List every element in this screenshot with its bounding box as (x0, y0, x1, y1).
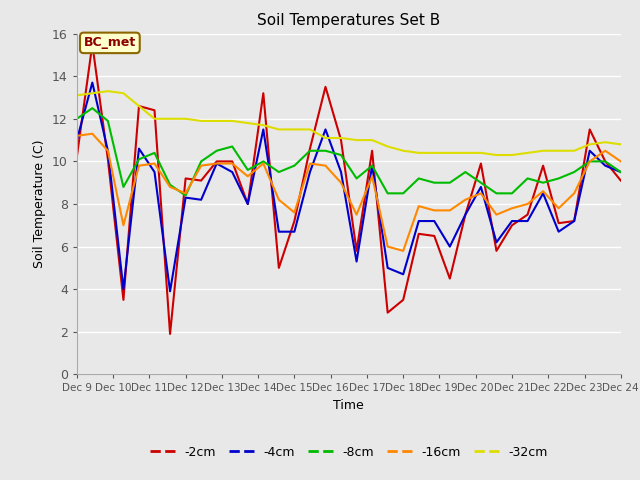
Y-axis label: Soil Temperature (C): Soil Temperature (C) (33, 140, 46, 268)
Legend: -2cm, -4cm, -8cm, -16cm, -32cm: -2cm, -4cm, -8cm, -16cm, -32cm (145, 441, 553, 464)
X-axis label: Time: Time (333, 399, 364, 412)
Text: BC_met: BC_met (84, 36, 136, 49)
Title: Soil Temperatures Set B: Soil Temperatures Set B (257, 13, 440, 28)
